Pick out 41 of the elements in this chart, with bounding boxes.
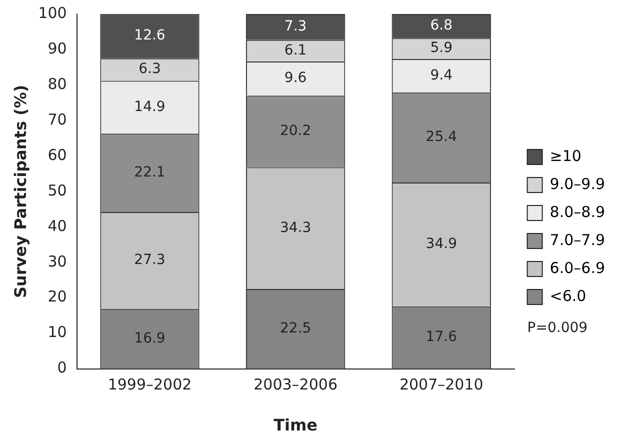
- data-label: 6.8: [430, 18, 453, 34]
- y-tick-label: 40: [48, 216, 67, 235]
- data-label: 7.3: [284, 18, 307, 35]
- y-tick-label: 80: [48, 74, 67, 93]
- y-tick-label: 10: [48, 323, 67, 342]
- data-label: 20.2: [280, 123, 312, 140]
- x-tick-label: 1999–2002: [108, 376, 192, 394]
- y-axis-title: Survey Participants (%): [10, 84, 30, 298]
- y-tick-label: 100: [38, 4, 67, 22]
- y-tick-label: 60: [48, 146, 67, 164]
- y-tick-label: 30: [48, 252, 67, 270]
- y-tick-label: 50: [48, 181, 67, 200]
- data-label: 34.3: [280, 220, 312, 236]
- data-label: 34.9: [426, 236, 457, 252]
- legend-label: ≥10: [550, 146, 582, 165]
- data-label: 25.4: [426, 129, 458, 146]
- data-label: 6.3: [138, 61, 161, 78]
- x-tick-label: 2003–2006: [254, 376, 338, 394]
- data-label: 14.9: [134, 98, 166, 115]
- x-axis-title: Time: [274, 416, 318, 435]
- legend-label: <6.0: [550, 286, 586, 305]
- y-tick-label: 70: [48, 110, 67, 128]
- text: P=0.009: [527, 320, 588, 336]
- data-label: 9.4: [430, 67, 453, 84]
- data-label: 17.6: [426, 329, 458, 346]
- legend-label: 7.0–7.9: [550, 230, 606, 249]
- legend-label: 9.0–9.9: [550, 174, 606, 193]
- legend-label: 8.0–8.9: [550, 202, 606, 221]
- data-label: 22.5: [280, 320, 312, 337]
- data-label: 9.6: [284, 70, 307, 86]
- data-label: 22.1: [134, 164, 166, 180]
- data-label: 27.3: [134, 252, 166, 268]
- y-tick-label: 0: [57, 358, 67, 377]
- data-label: 5.9: [430, 40, 453, 56]
- data-label: 6.1: [284, 42, 307, 58]
- y-tick-label: 90: [48, 39, 67, 58]
- y-tick-label: 20: [48, 288, 67, 306]
- x-tick-label: 2007–2010: [399, 376, 484, 394]
- legend-label: 6.0–6.9: [550, 258, 606, 277]
- data-label: 12.6: [134, 28, 166, 44]
- data-label: 16.9: [134, 330, 166, 346]
